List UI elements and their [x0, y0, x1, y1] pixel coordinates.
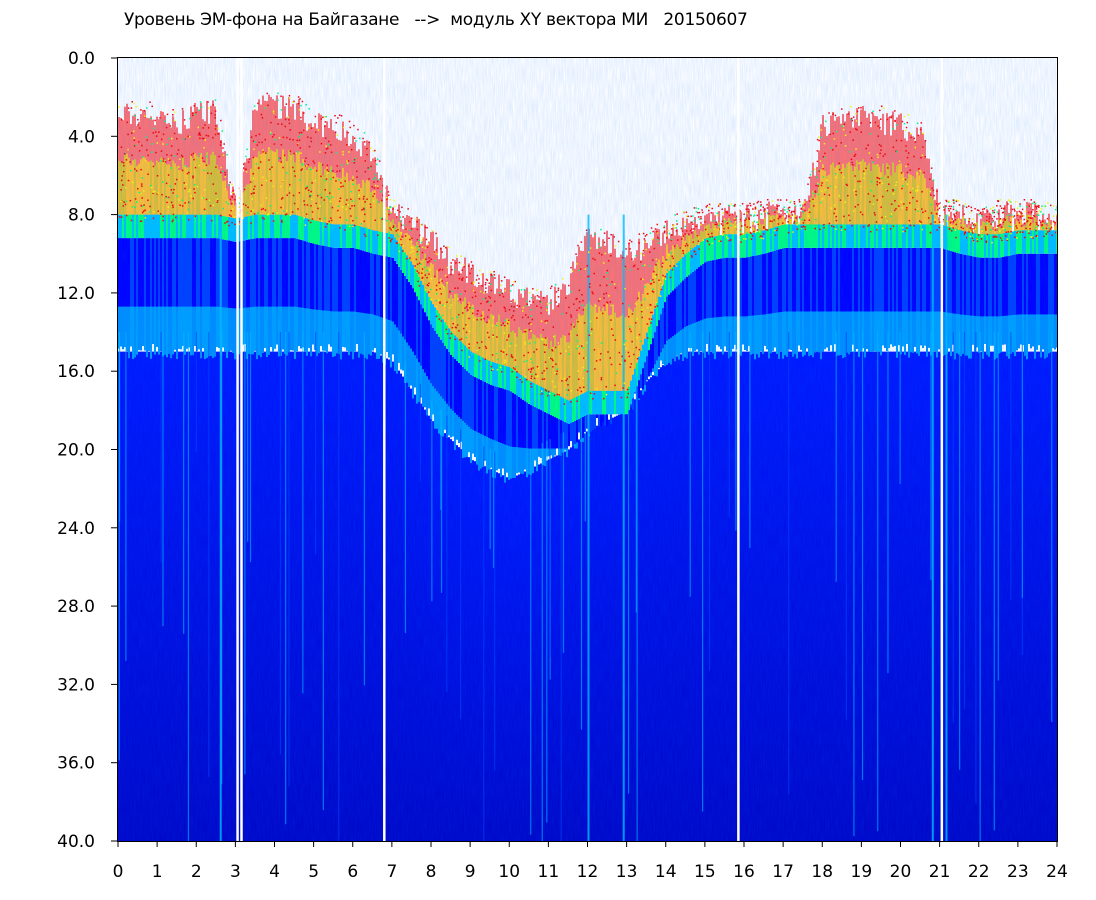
plot-area [118, 58, 1057, 841]
chart-title: Уровень ЭМ-фона на Байгазане --> модуль … [124, 10, 748, 30]
